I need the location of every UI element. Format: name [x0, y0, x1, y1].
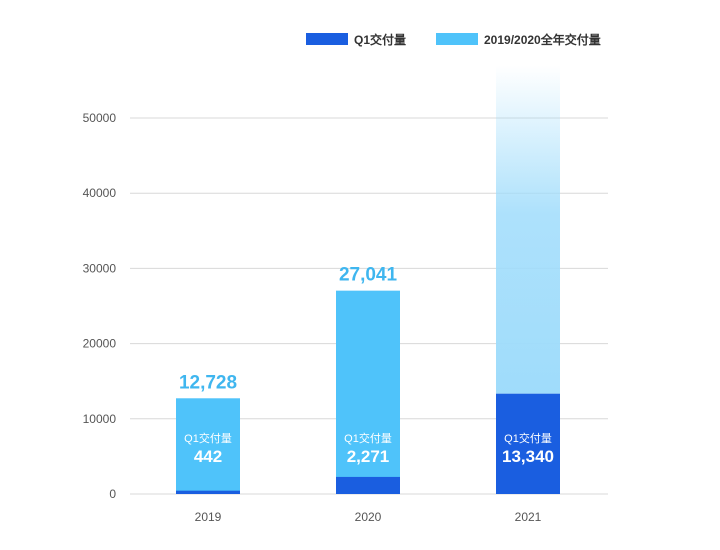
legend-label-annual: 2019/2020全年交付量: [484, 32, 601, 47]
data-label-q1-2020: 2,271: [347, 447, 390, 466]
bar-q1-2020: [336, 476, 400, 494]
y-tick-label: 40000: [83, 186, 117, 200]
legend-swatch-annual: [436, 33, 478, 45]
y-tick-label: 0: [109, 487, 116, 501]
data-label-total-2019: 12,728: [179, 372, 237, 393]
bar-q1-2019: [176, 490, 240, 494]
x-tick-label: 2019: [195, 510, 222, 524]
data-label-q1-2021: 13,340: [502, 447, 554, 466]
bar-projection-2021: [496, 65, 560, 394]
bar-q1-2021: [496, 393, 560, 494]
y-tick-label: 20000: [83, 337, 117, 351]
q1-caption-2020: Q1交付量: [344, 431, 392, 445]
y-tick-label: 30000: [83, 261, 117, 275]
x-tick-label: 2020: [355, 510, 382, 524]
x-tick-label: 2021: [515, 510, 542, 524]
y-tick-label: 50000: [83, 111, 117, 125]
bar-annual-2019: [176, 398, 240, 494]
y-axis: 0 10000 20000 30000 40000 50000: [83, 111, 117, 501]
q1-caption-2021: Q1交付量: [504, 431, 552, 445]
bars: 12,728 Q1交付量 442 27,041 Q1交付量 2,271 Q1交付量 13,34…: [176, 65, 560, 494]
legend-label-q1: Q1交付量: [354, 32, 406, 47]
q1-caption-2019: Q1交付量: [184, 431, 232, 445]
x-axis: 2019 2020 2021: [195, 510, 542, 524]
legend-swatch-q1: [306, 33, 348, 45]
legend: Q1交付量 2019/2020全年交付量: [306, 32, 601, 47]
bar-annual-2020: [336, 290, 400, 494]
data-label-q1-2019: 442: [194, 447, 222, 466]
data-label-total-2020: 27,041: [339, 265, 398, 286]
y-tick-label: 10000: [83, 412, 117, 426]
